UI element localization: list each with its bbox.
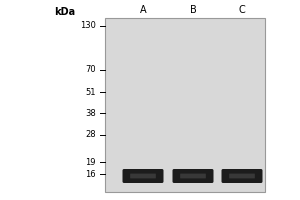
Text: 51: 51 — [85, 88, 96, 97]
Text: 19: 19 — [85, 158, 96, 167]
FancyBboxPatch shape — [221, 169, 262, 183]
FancyBboxPatch shape — [130, 174, 156, 178]
Text: 70: 70 — [85, 65, 96, 74]
Text: 38: 38 — [85, 109, 96, 118]
Text: 16: 16 — [85, 170, 96, 179]
Text: B: B — [190, 5, 196, 15]
Text: C: C — [238, 5, 245, 15]
Text: 130: 130 — [80, 21, 96, 30]
FancyBboxPatch shape — [180, 174, 206, 178]
Text: 28: 28 — [85, 130, 96, 139]
FancyBboxPatch shape — [122, 169, 164, 183]
FancyBboxPatch shape — [229, 174, 255, 178]
Text: kDa: kDa — [54, 7, 75, 17]
FancyBboxPatch shape — [172, 169, 214, 183]
Text: A: A — [140, 5, 146, 15]
Bar — [105, 18, 265, 192]
